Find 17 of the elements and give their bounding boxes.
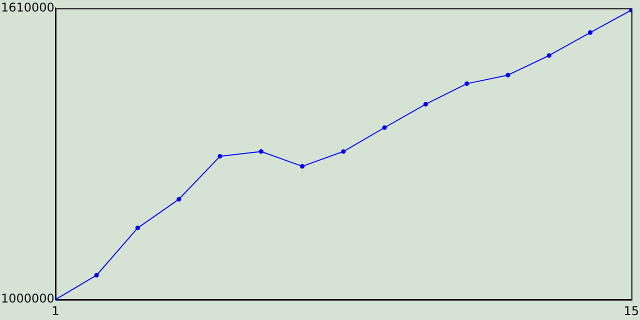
point [464, 81, 470, 86]
point [135, 226, 140, 230]
point [218, 154, 222, 159]
point [341, 149, 346, 154]
point [176, 196, 182, 202]
point [258, 149, 264, 154]
y-tick-label: 1610000 [0, 0, 54, 14]
x-tick-label: 15 [624, 304, 640, 318]
point [300, 164, 305, 169]
point [506, 72, 510, 78]
point [546, 53, 552, 58]
point [423, 102, 428, 107]
point [382, 125, 387, 130]
x-tick-label: 1 [52, 304, 60, 318]
point [94, 272, 99, 278]
y-tick-label: 1000000 [0, 292, 54, 306]
point [588, 30, 593, 35]
